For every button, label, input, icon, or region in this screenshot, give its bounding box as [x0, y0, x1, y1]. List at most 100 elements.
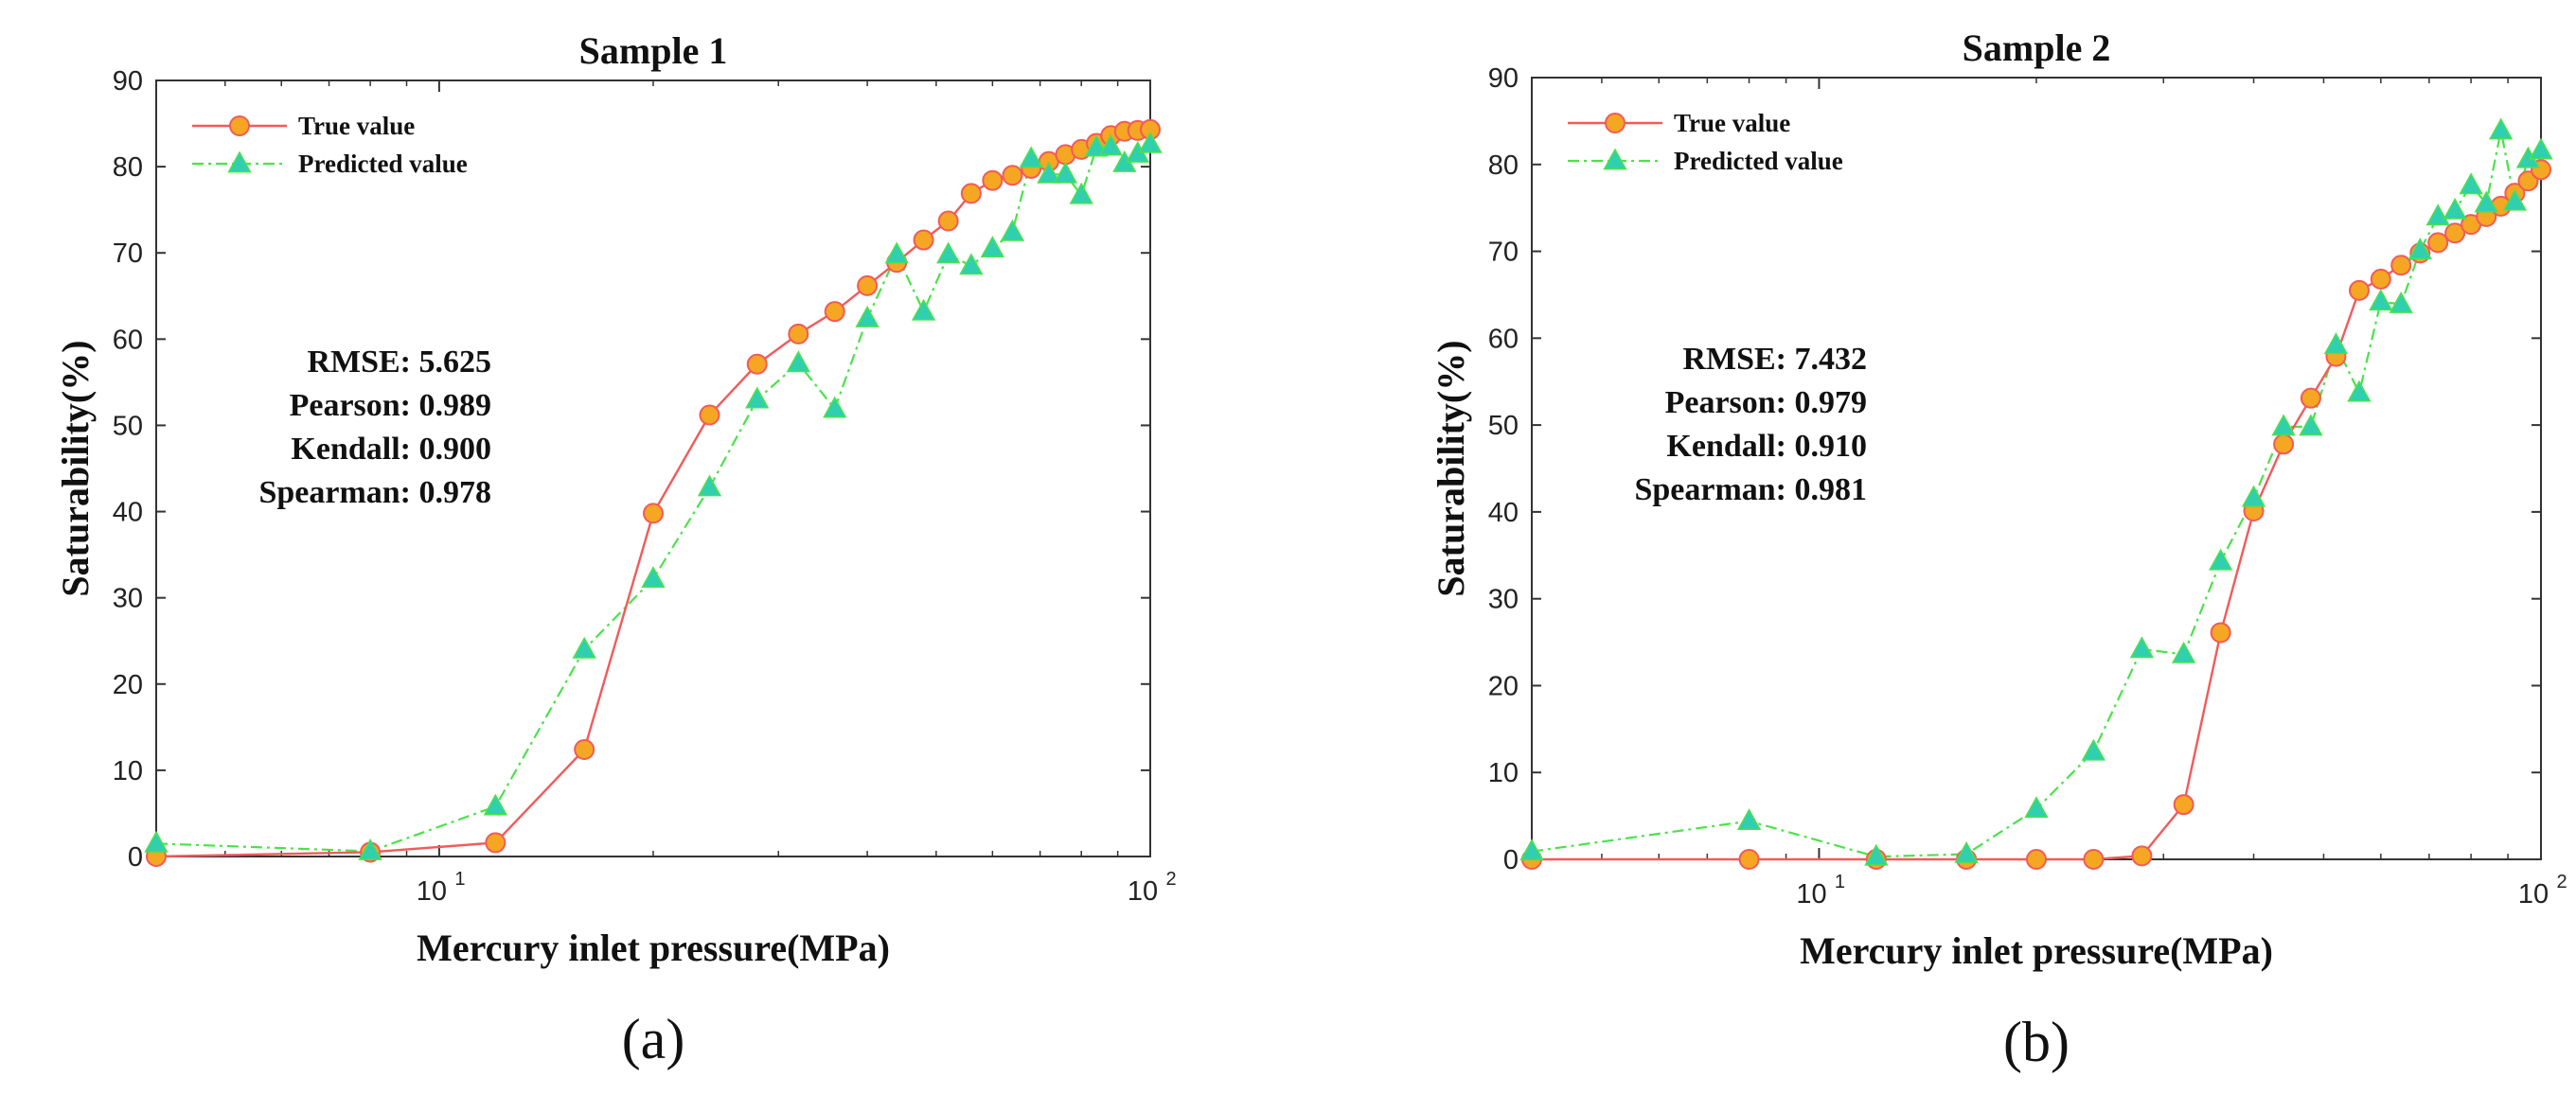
y-tick-label: 30 — [1488, 585, 1519, 615]
predicted-value-point — [1098, 133, 1123, 156]
y-tick-label: 20 — [113, 670, 143, 700]
y-axis-label: Saturability(%) — [1430, 340, 1472, 596]
y-tick-label: 30 — [113, 584, 143, 614]
predicted-value-point — [1037, 161, 1061, 184]
y-tick-label: 10 — [1488, 758, 1519, 788]
chart-title: Sample 2 — [1963, 26, 2111, 69]
true-value-point — [2370, 268, 2391, 290]
predicted-value-point — [144, 830, 169, 853]
true-value-point — [574, 739, 595, 761]
true-value-point — [2427, 232, 2449, 254]
y-tick-label: 50 — [113, 411, 143, 441]
predicted-value-point — [1138, 131, 1163, 153]
predicted-value-point — [641, 566, 666, 589]
panel-label: (b) — [2003, 1011, 2070, 1073]
predicted-value-point — [936, 241, 961, 264]
y-tick-label: 10 — [113, 756, 143, 786]
chart-title: Sample 1 — [579, 29, 728, 72]
stat-line: RMSE: 5.625 — [307, 344, 491, 380]
chart-panel-2: Sample 2 0 10 20 30 40 50 60 70 80 90 10 1 10 2 Mercury… — [1430, 26, 2567, 1073]
true-value-point — [960, 183, 982, 204]
legend-true-marker — [1605, 113, 1626, 133]
predicted-value-point — [2488, 117, 2514, 140]
stat-line: Kendall: 0.910 — [1666, 429, 1867, 464]
true-value-point — [485, 832, 506, 854]
true-value-point — [746, 353, 768, 375]
y-tick-label: 20 — [1488, 671, 1519, 701]
true-value-point — [982, 169, 1004, 191]
x-tick-label: 10 — [2518, 879, 2549, 910]
true-value-point — [2273, 433, 2295, 455]
predicted-value-point — [786, 350, 810, 373]
predicted-value-point — [1736, 808, 1762, 831]
stat-line: RMSE: 7.432 — [1682, 342, 1867, 377]
y-tick-label: 90 — [113, 66, 143, 97]
predicted-value-point — [2081, 738, 2106, 761]
x-axis-label: Mercury inlet pressure(MPa) — [417, 927, 890, 969]
predicted-value-point — [2529, 137, 2553, 160]
predicted-value-point — [2024, 796, 2049, 819]
y-tick-label: 0 — [1503, 845, 1519, 875]
predicted-value-point — [2502, 188, 2528, 211]
true-value-point — [699, 404, 720, 426]
predicted-value-point — [1069, 182, 1093, 204]
y-tick-label: 90 — [1488, 63, 1519, 94]
predicted-value-point — [2323, 332, 2349, 355]
true-value-point — [2173, 794, 2194, 816]
plot-frame — [1531, 77, 2542, 860]
stat-line: Kendall: 0.900 — [291, 432, 491, 467]
predicted-value-point — [572, 636, 596, 659]
predicted-value-point — [745, 386, 770, 409]
predicted-value-point — [980, 236, 1005, 258]
legend-predicted-label: Predicted value — [298, 150, 468, 178]
legend-predicted-marker — [1603, 148, 1627, 170]
true-value-point — [1738, 849, 1760, 870]
y-tick-label: 40 — [1488, 498, 1519, 528]
predicted-value-point — [2443, 197, 2467, 220]
plot-frame — [155, 79, 1151, 857]
predicted-value-point — [1954, 840, 1979, 863]
true-value-point — [857, 274, 879, 296]
y-tick-label: 60 — [1488, 324, 1519, 354]
x-tick-label: 10 — [1796, 879, 1826, 910]
true-value-point — [643, 503, 664, 524]
predicted-value-point — [2241, 485, 2266, 507]
predicted-value-point — [697, 474, 722, 497]
y-tick-label: 80 — [113, 152, 143, 183]
predicted-value-point — [2407, 238, 2432, 260]
stat-line: Spearman: 0.981 — [1634, 472, 1867, 507]
predicted-value-point — [2171, 641, 2196, 663]
true-value-point — [1002, 165, 1023, 186]
predicted-value-point — [2208, 548, 2233, 571]
x-tick-label: 10 — [1128, 876, 1158, 907]
true-value-point — [2083, 849, 2105, 870]
legend-true-label: True value — [1674, 109, 1790, 137]
stat-line: Spearman: 0.978 — [258, 475, 491, 510]
x-axis-label: Mercury inlet pressure(MPa) — [1800, 929, 2273, 972]
predicted-value-point — [959, 253, 984, 275]
panel-label: (a) — [622, 1008, 685, 1070]
predicted-value-point — [823, 396, 847, 418]
predicted-value-point — [911, 298, 936, 321]
stat-line: Pearson: 0.989 — [290, 388, 491, 423]
predicted-value-point — [483, 793, 508, 816]
stat-line: Pearson: 0.979 — [1665, 385, 1867, 420]
predicted-value-point — [2129, 636, 2155, 659]
y-tick-label: 70 — [1488, 238, 1519, 268]
x-tick-exponent: 2 — [2556, 872, 2567, 892]
legend-predicted-label: Predicted value — [1674, 147, 1843, 175]
y-tick-label: 0 — [128, 842, 143, 873]
legend-true-label: True value — [298, 112, 415, 140]
chart-panel-1: Sample 1 0 10 20 30 40 50 60 70 80 90 10 1 10 2 Mercury… — [54, 29, 1177, 1070]
true-value-point — [913, 229, 934, 251]
predicted-value-point — [2347, 380, 2372, 402]
true-value-point — [2390, 255, 2412, 276]
true-value-point — [2131, 845, 2153, 867]
predicted-value-point — [2459, 172, 2483, 195]
y-tick-label: 80 — [1488, 150, 1519, 181]
predicted-value-point — [1000, 219, 1025, 241]
predicted-value-point — [2425, 203, 2450, 226]
x-tick-label: 10 — [417, 876, 447, 907]
predicted-value-point — [1864, 843, 1889, 866]
